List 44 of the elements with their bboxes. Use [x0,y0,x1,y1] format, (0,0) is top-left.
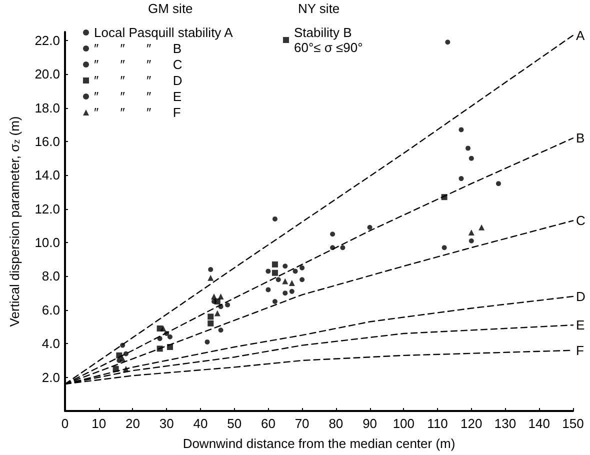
legend-label: Local Pasquill stability A [94,25,234,40]
y-tick-label: 18.0 [34,100,60,116]
series-label: A [576,28,585,43]
x-tick-label: 20 [126,416,140,431]
y-axis-title: Vertical dispersion parameter, σz (m) [7,116,22,327]
y-tick-label: 16.0 [34,134,60,149]
y-tick-label: 6.0 [42,302,60,318]
x-tick-label: 80 [328,416,344,431]
series-label: D [576,288,586,304]
x-tick-label: 0 [61,416,69,431]
legend-label: ″ ″ ″ E [94,89,182,104]
y-tick-label: 14.0 [34,168,60,183]
y-tick-label: 2.0 [42,370,60,385]
x-tick-label: 140 [528,416,550,431]
x-tick-label: 150 [562,416,584,431]
legend-label: Stability B 60°≤ σ ≤90° [294,25,363,55]
y-tick-label: 8.0 [42,268,60,284]
y-tick-label: 22.0 [34,32,60,48]
x-tick-label: 100 [392,416,415,431]
x-tick-label: 90 [362,416,378,431]
y-tick-label: 12.0 [34,201,60,216]
y-tick-label: 20.0 [34,66,60,82]
legend-label: ″ ″ ″ D [94,73,182,88]
y-tick-label: 4.0 [42,336,60,352]
x-tick-label: 120 [460,416,482,431]
series-label: F [576,342,584,358]
x-tick-label: 50 [227,416,242,431]
x-tick-label: 130 [494,416,516,431]
x-tick-label: 60 [260,416,276,431]
y-tick-label: 10.0 [34,235,60,250]
x-axis-title: Downwind distance from the median center (m) [182,436,456,451]
series-label: C [576,213,586,228]
x-tick-label: 110 [427,416,448,431]
text: GM site [148,1,193,16]
legend-label: ″ ″ ″ B [94,41,182,56]
legend-label: ″ ″ ″ F [94,105,181,120]
x-tick-label: 70 [294,416,310,431]
x-tick-label: 40 [193,416,208,431]
x-tick-label: 30 [159,416,174,431]
x-tick-label: 10 [92,416,106,431]
text: NY site [298,1,340,16]
legend-label: ″ ″ ″ C [94,57,182,72]
series-label: B [576,130,585,146]
series-label: E [576,318,585,333]
